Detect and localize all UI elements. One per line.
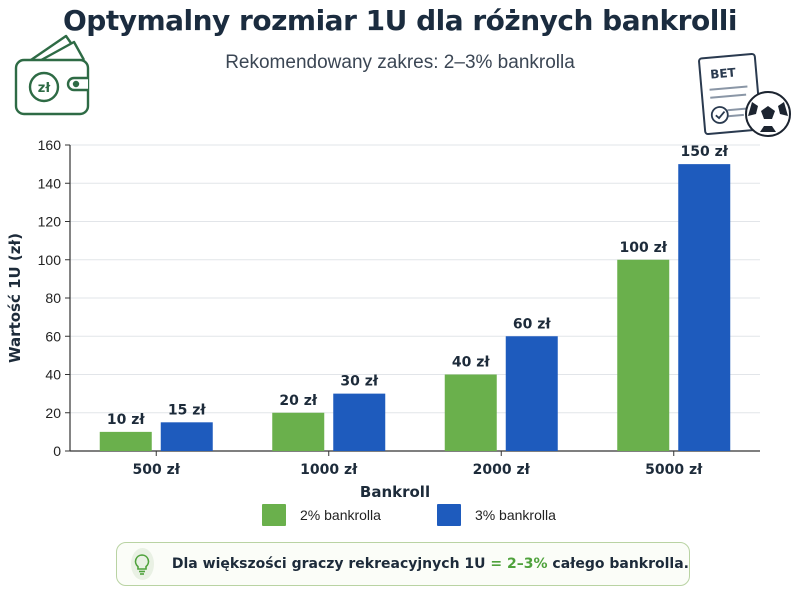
callout-text: Dla większości graczy rekreacyjnych 1U =… — [172, 556, 689, 572]
y-tick-label: 140 — [38, 175, 62, 191]
legend-label-2pct: 2% bankrolla — [300, 507, 381, 523]
data-label: 10 zł — [107, 412, 146, 428]
bet-ticket-icon: BET — [698, 52, 791, 137]
y-tick-label: 160 — [38, 137, 62, 153]
x-tick-label: 500 zł — [133, 462, 181, 478]
y-tick-label: 0 — [53, 443, 61, 459]
data-label: 40 zł — [452, 355, 491, 371]
y-tick-label: 20 — [45, 405, 61, 421]
data-label: 150 zł — [681, 144, 729, 160]
lightbulb-icon — [131, 548, 154, 580]
x-tick-label: 1000 zł — [300, 462, 358, 478]
legend: 2% bankrolla 3% bankrolla — [262, 504, 556, 526]
y-tick-label: 40 — [45, 367, 61, 383]
wallet-currency-label: zł — [38, 81, 52, 96]
callout-text-after: całego bankrolla. — [552, 556, 689, 572]
legend-label-3pct: 3% bankrolla — [474, 507, 556, 523]
y-tick-label: 100 — [38, 252, 62, 268]
data-label: 15 zł — [168, 402, 207, 418]
y-tick-label: 120 — [38, 214, 62, 230]
legend-item-2pct: 2% bankrolla — [262, 504, 381, 526]
bet-ticket-label: BET — [710, 65, 737, 81]
legend-item-3pct: 3% bankrolla — [436, 504, 556, 526]
chart-subtitle: Rekomendowany zakres: 2–3% bankrolla — [225, 52, 575, 73]
y-tick-label: 60 — [45, 328, 61, 344]
bar-2pct — [444, 374, 497, 451]
bar-3pct — [505, 336, 558, 451]
soccer-ball-icon — [745, 91, 791, 137]
bar-2pct — [272, 412, 325, 451]
data-label: 60 zł — [513, 316, 552, 332]
data-label: 100 zł — [620, 240, 668, 256]
x-axis-title: Bankroll — [360, 483, 430, 501]
callout-box: Dla większości graczy rekreacyjnych 1U =… — [116, 542, 690, 586]
x-tick-label: 2000 zł — [473, 462, 531, 478]
legend-swatch-3pct — [436, 504, 461, 526]
y-tick-label: 80 — [45, 290, 61, 306]
chart-title: Optymalny rozmiar 1U dla różnych bankrol… — [62, 4, 738, 37]
legend-swatch-2pct — [262, 504, 286, 526]
bar-3pct — [333, 393, 386, 451]
x-tick-label: 5000 zł — [645, 462, 703, 478]
bar-3pct — [160, 422, 213, 451]
callout-text-before: Dla większości graczy rekreacyjnych 1U — [171, 556, 486, 572]
data-label: 20 zł — [279, 393, 318, 409]
bar-2pct — [617, 259, 670, 451]
callout-highlight: = 2–3% — [490, 556, 548, 572]
bar-2pct — [99, 431, 152, 451]
wallet-icon: zł — [14, 34, 90, 116]
bar-3pct — [678, 164, 731, 451]
y-axis-title: Wartość 1U (zł) — [6, 233, 24, 363]
data-label: 30 zł — [340, 374, 379, 390]
